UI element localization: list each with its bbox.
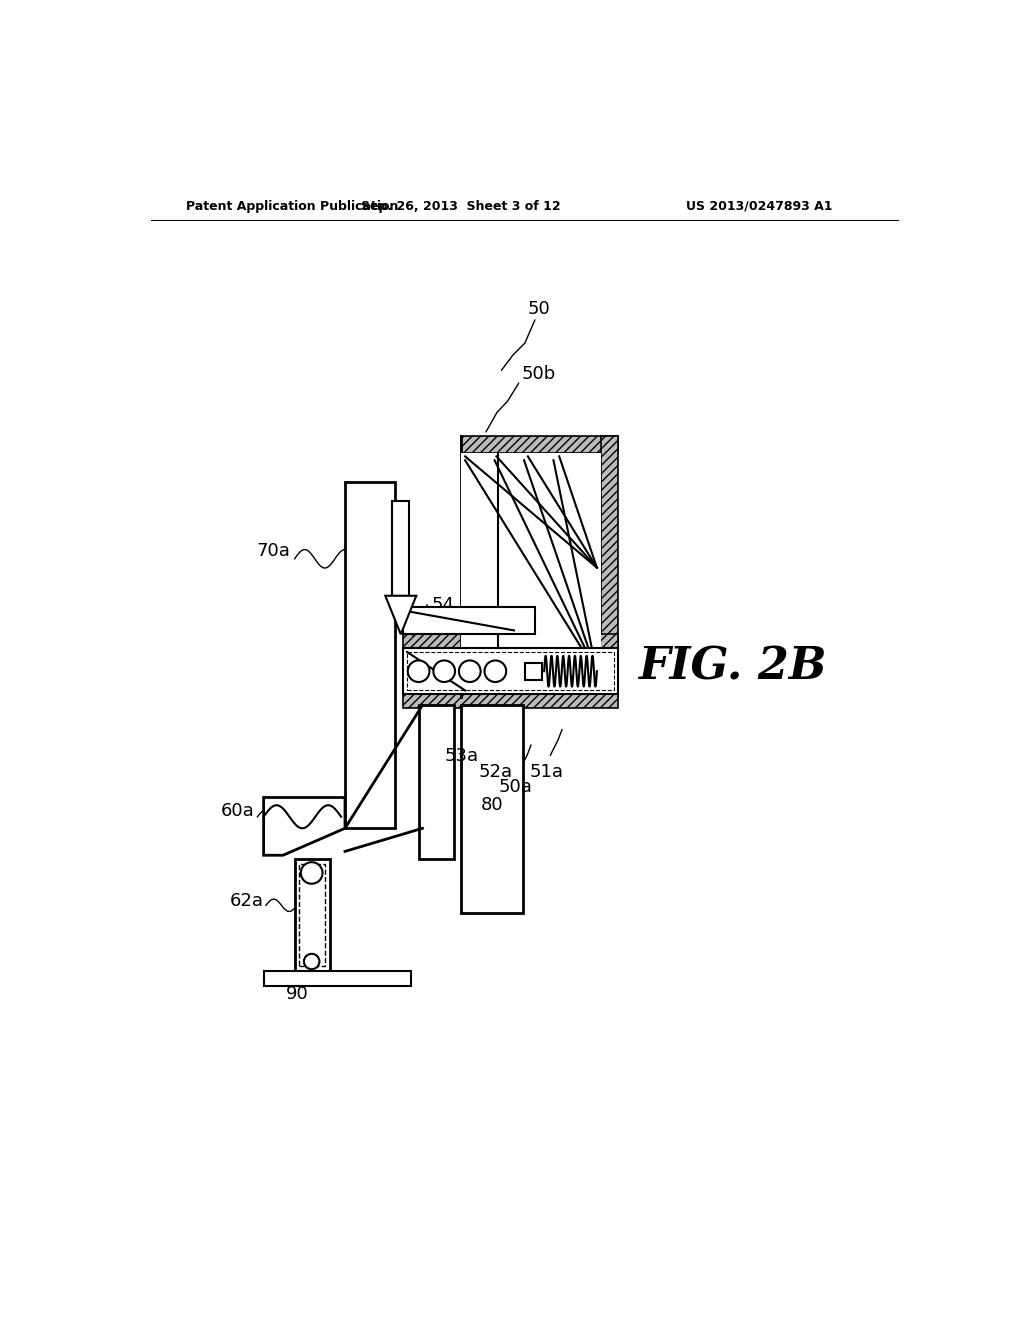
- Bar: [461, 681, 617, 697]
- Text: Patent Application Publication: Patent Application Publication: [186, 199, 398, 213]
- Text: 90: 90: [286, 985, 308, 1003]
- Text: FIG. 2B: FIG. 2B: [638, 645, 826, 688]
- Bar: [403, 694, 617, 708]
- Text: US 2013/0247893 A1: US 2013/0247893 A1: [686, 199, 833, 213]
- Text: 50: 50: [527, 300, 550, 318]
- Circle shape: [408, 660, 429, 682]
- Bar: [518, 607, 535, 635]
- Text: 52a: 52a: [479, 763, 513, 781]
- Bar: [407, 652, 614, 690]
- Bar: [392, 502, 410, 595]
- Bar: [345, 482, 395, 829]
- Text: 50b: 50b: [521, 366, 556, 383]
- Text: 62a: 62a: [229, 892, 263, 911]
- Text: 50a: 50a: [499, 779, 532, 796]
- Text: 80: 80: [481, 796, 504, 814]
- Text: 51a: 51a: [529, 763, 563, 781]
- Bar: [461, 453, 601, 681]
- Bar: [299, 863, 325, 966]
- Bar: [403, 635, 617, 648]
- Bar: [263, 970, 411, 986]
- Circle shape: [433, 660, 455, 682]
- Bar: [461, 705, 523, 913]
- Circle shape: [301, 862, 323, 884]
- Bar: [419, 705, 454, 859]
- Circle shape: [459, 660, 480, 682]
- Bar: [403, 648, 617, 694]
- Text: 70a: 70a: [257, 543, 291, 560]
- Bar: [295, 859, 330, 970]
- Text: 53a: 53a: [444, 747, 478, 766]
- Bar: [461, 436, 617, 453]
- Text: 60a: 60a: [220, 803, 254, 820]
- Text: Sep. 26, 2013  Sheet 3 of 12: Sep. 26, 2013 Sheet 3 of 12: [361, 199, 561, 213]
- Circle shape: [304, 954, 319, 969]
- Bar: [601, 436, 617, 697]
- Text: 54: 54: [432, 597, 455, 614]
- Polygon shape: [263, 797, 345, 855]
- Bar: [524, 663, 542, 680]
- Bar: [403, 607, 535, 635]
- Polygon shape: [385, 595, 417, 635]
- Circle shape: [484, 660, 506, 682]
